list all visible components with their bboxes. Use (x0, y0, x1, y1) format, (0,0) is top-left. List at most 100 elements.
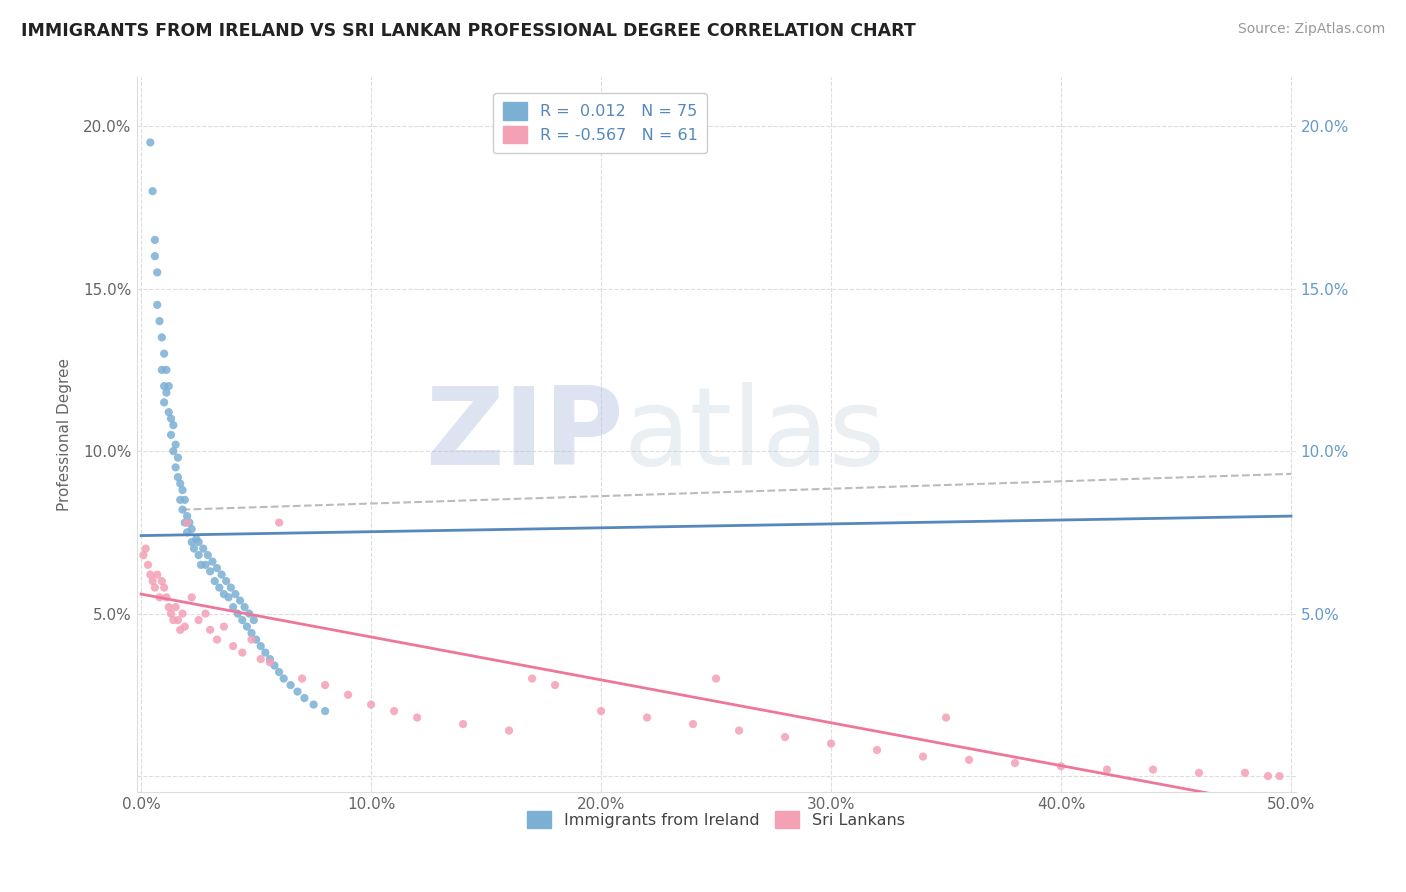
Point (280, 678, 302, 692)
Point (179, 516, 201, 530)
Point (222, 639, 245, 653)
Text: atlas: atlas (623, 382, 886, 488)
Point (728, 723, 751, 738)
Point (222, 600, 245, 615)
Point (183, 541, 205, 556)
Point (162, 444, 184, 458)
Point (682, 717, 704, 731)
Point (911, 749, 934, 764)
Point (187, 535, 209, 549)
Point (153, 395, 176, 409)
Point (211, 567, 233, 582)
Point (165, 437, 187, 451)
Point (520, 672, 543, 686)
Point (139, 136, 162, 150)
Point (360, 698, 382, 712)
Point (254, 646, 277, 660)
Point (186, 532, 208, 546)
Point (238, 607, 260, 621)
Point (172, 607, 194, 621)
Point (180, 522, 202, 536)
Point (249, 652, 271, 666)
Point (544, 678, 567, 692)
Point (1188, 765, 1211, 780)
Point (162, 613, 184, 627)
Point (187, 548, 209, 562)
Point (935, 710, 957, 724)
Point (142, 184, 165, 198)
Point (1050, 759, 1073, 773)
Point (259, 652, 281, 666)
Point (150, 363, 173, 377)
Point (240, 626, 263, 640)
Point (201, 555, 224, 569)
Point (231, 646, 253, 660)
Point (498, 723, 520, 738)
Point (165, 600, 187, 615)
Text: Source: ZipAtlas.com: Source: ZipAtlas.com (1237, 22, 1385, 37)
Point (957, 753, 980, 767)
Point (176, 509, 198, 524)
Point (180, 535, 202, 549)
Point (148, 314, 170, 328)
Point (143, 249, 166, 263)
Point (187, 613, 209, 627)
Point (226, 607, 249, 621)
Point (167, 470, 190, 484)
Point (302, 698, 325, 712)
Point (269, 516, 291, 530)
Point (167, 613, 190, 627)
Point (160, 428, 183, 442)
Point (208, 581, 231, 595)
Point (337, 688, 360, 702)
Point (231, 613, 253, 627)
Point (162, 418, 184, 433)
Point (160, 411, 183, 425)
Point (194, 607, 217, 621)
Point (704, 672, 727, 686)
Point (1004, 756, 1026, 770)
Point (218, 591, 240, 605)
Point (176, 516, 198, 530)
Point (157, 379, 180, 393)
Point (160, 607, 183, 621)
Point (172, 502, 194, 516)
Point (153, 346, 176, 360)
Point (135, 541, 157, 556)
Point (136, 558, 159, 572)
Point (205, 561, 228, 575)
Point (314, 704, 336, 718)
Point (1268, 769, 1291, 783)
Point (263, 658, 285, 673)
Point (269, 665, 291, 679)
Point (773, 730, 796, 744)
Point (240, 632, 263, 647)
Point (382, 704, 405, 718)
Point (193, 541, 215, 556)
Point (636, 710, 658, 724)
Point (148, 591, 170, 605)
Point (259, 656, 281, 670)
Point (314, 678, 336, 692)
Point (205, 632, 228, 647)
Point (245, 632, 267, 647)
Point (215, 574, 238, 588)
Point (169, 492, 191, 507)
Point (291, 672, 314, 686)
Point (233, 600, 256, 615)
Legend: Immigrants from Ireland, Sri Lankans: Immigrants from Ireland, Sri Lankans (520, 805, 911, 834)
Point (176, 525, 198, 540)
Point (150, 574, 173, 588)
Point (1257, 769, 1279, 783)
Point (243, 613, 266, 627)
Point (1095, 763, 1118, 777)
Point (150, 330, 173, 344)
Point (224, 587, 246, 601)
Point (155, 385, 177, 400)
Point (157, 405, 180, 419)
Point (229, 593, 252, 607)
Point (169, 623, 191, 637)
Point (1233, 765, 1256, 780)
Point (143, 581, 166, 595)
Point (190, 558, 212, 572)
